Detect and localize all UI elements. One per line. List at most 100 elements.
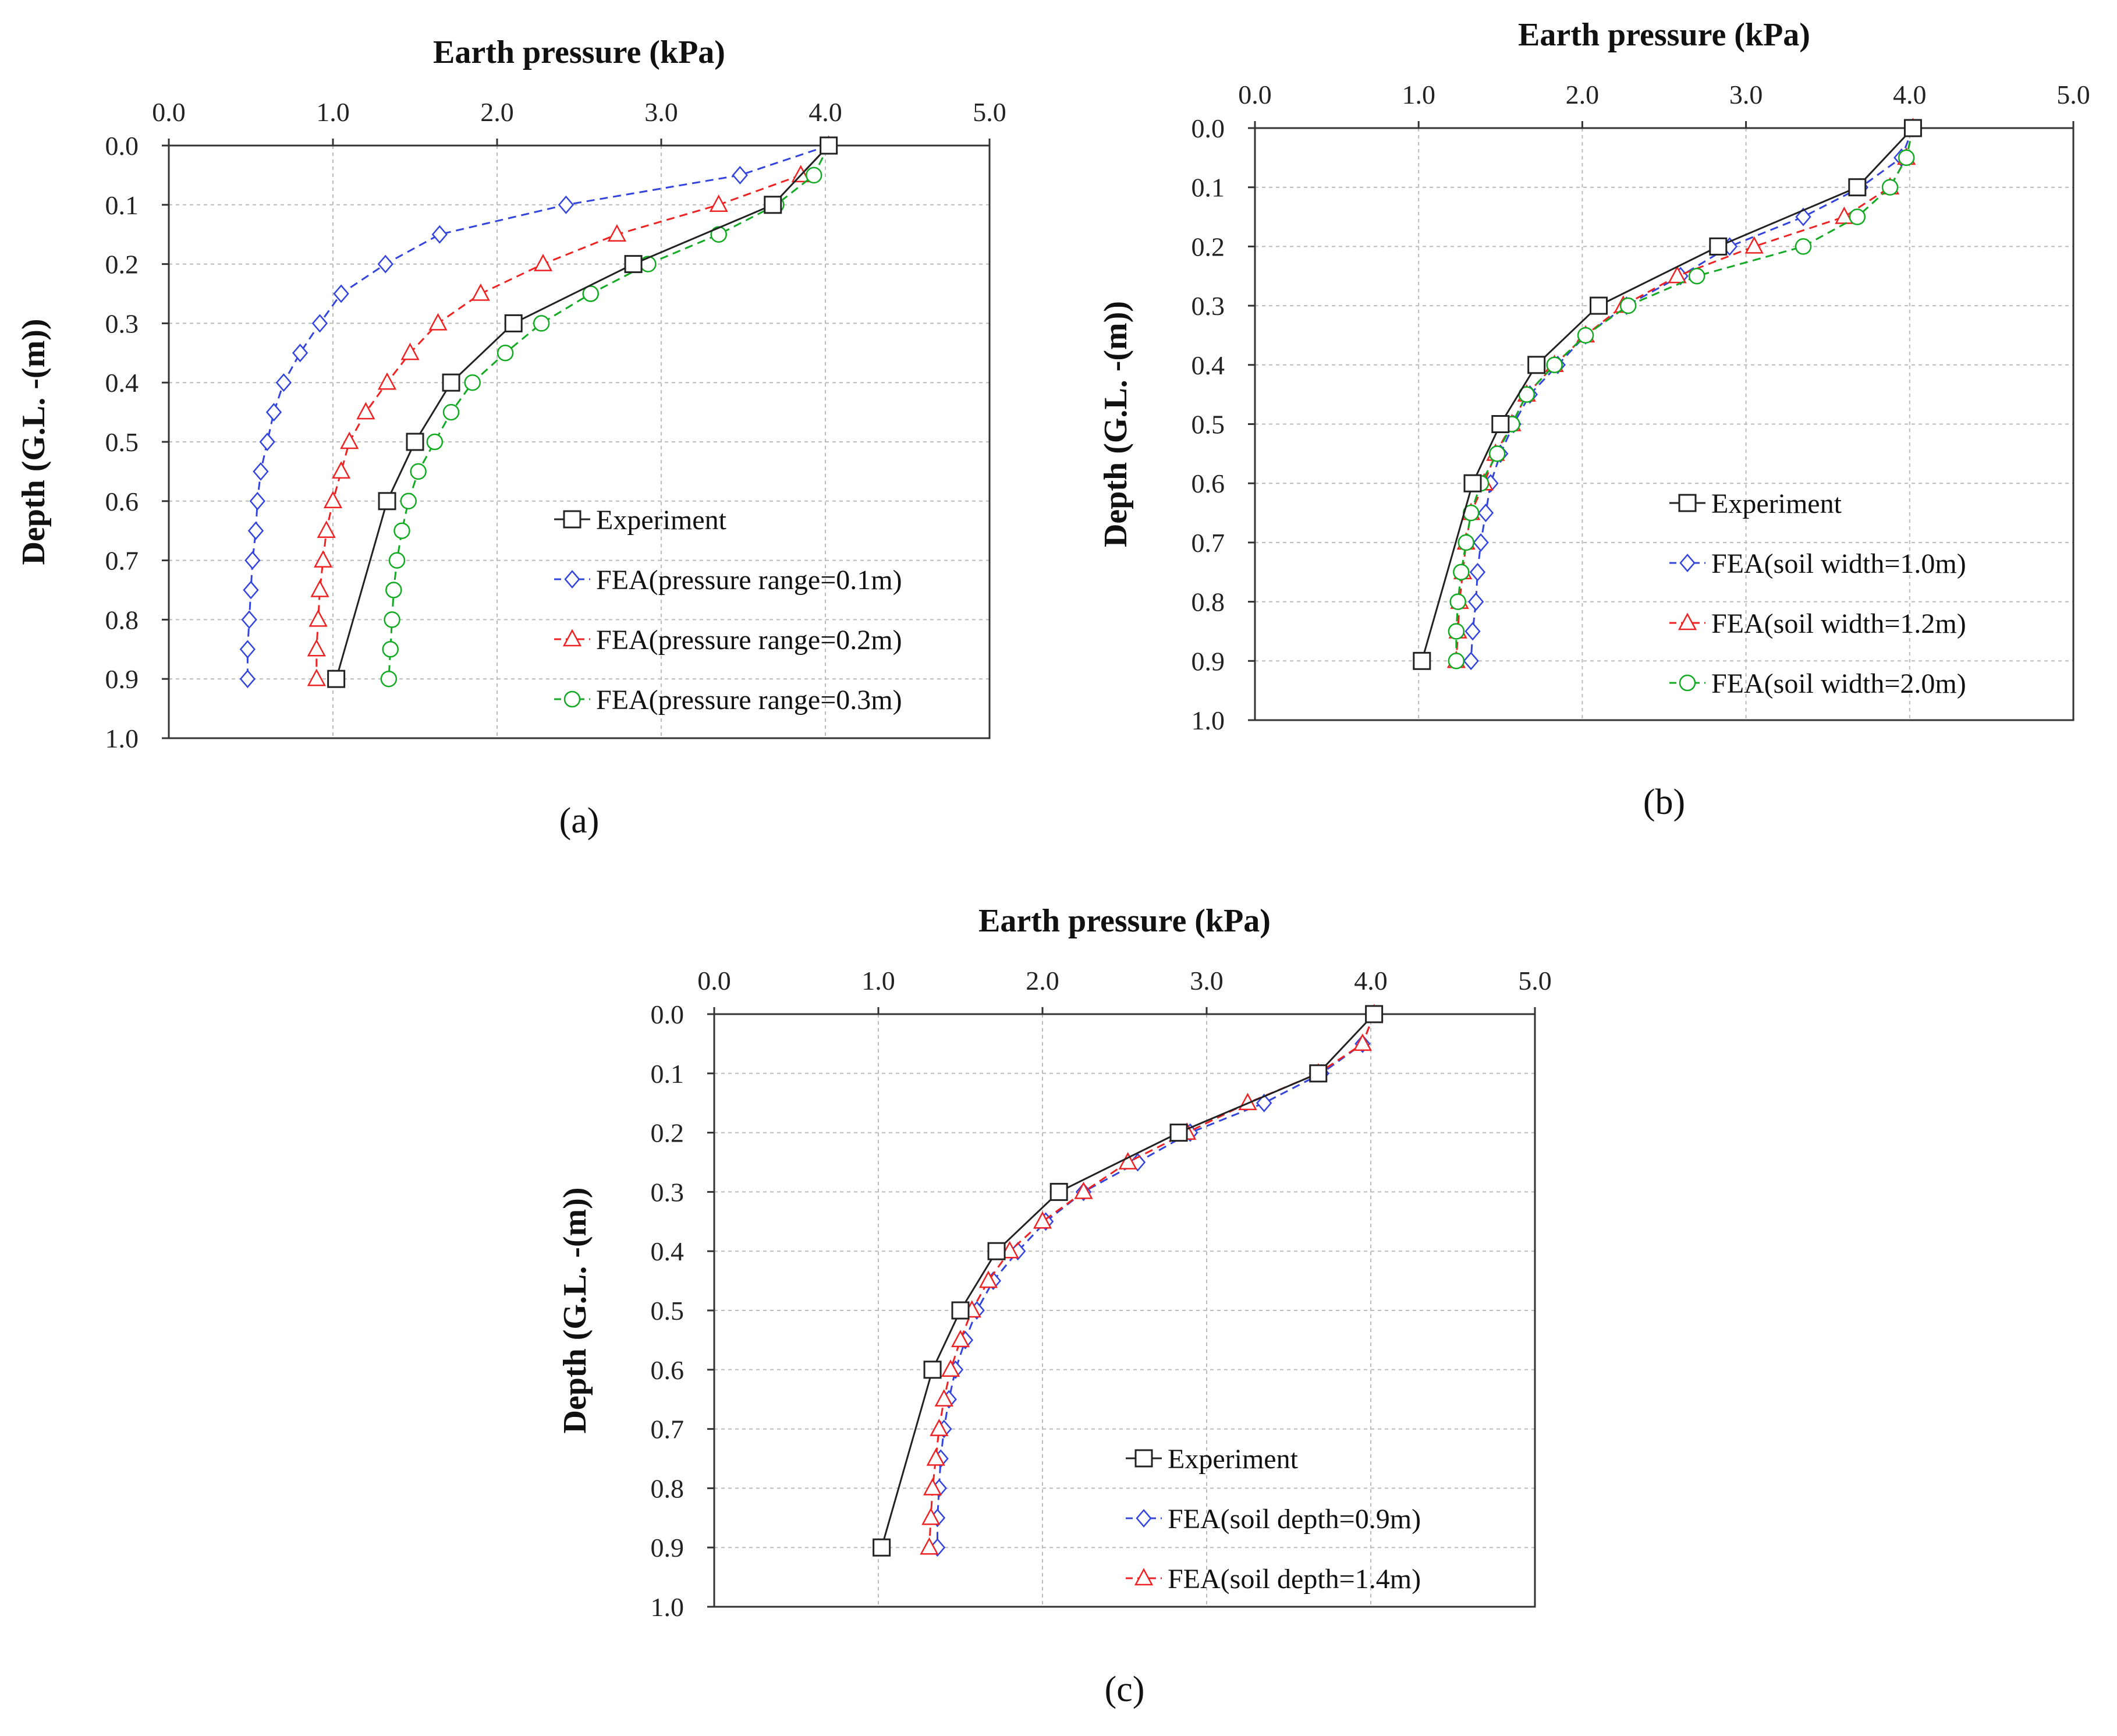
y-tick-label: 0.3 <box>1192 291 1225 321</box>
data-point <box>923 1478 942 1496</box>
data-point <box>951 1301 970 1320</box>
legend-label: FEA(soil width=1.0m) <box>1711 548 1966 579</box>
data-point <box>471 283 490 301</box>
legend-item: FEA(soil width=1.0m) <box>1669 548 1966 579</box>
x-tick-label: 4.0 <box>808 97 842 127</box>
data-point <box>1488 445 1506 462</box>
data-point <box>1577 327 1594 344</box>
data-point <box>1413 651 1431 670</box>
data-point <box>923 1361 942 1379</box>
panel-label: (c) <box>1105 1670 1145 1709</box>
data-point <box>380 670 398 688</box>
y-tick-label: 0.5 <box>651 1296 685 1326</box>
data-point <box>1477 504 1494 522</box>
data-point <box>247 521 264 540</box>
data-point <box>244 551 261 570</box>
legend-label: FEA(soil width=2.0m) <box>1711 668 1966 699</box>
data-point <box>323 491 343 509</box>
y-tick-label: 0.1 <box>1192 173 1225 203</box>
y-tick-label: 0.6 <box>651 1355 685 1385</box>
series-line <box>246 144 829 679</box>
panel-label: (a) <box>559 801 600 841</box>
y-tick-label: 0.3 <box>105 309 139 338</box>
x-tick-label: 0.0 <box>1238 80 1272 109</box>
legend-marker <box>1678 612 1697 630</box>
x-tick-label: 5.0 <box>973 97 1006 127</box>
legend-label: Experiment <box>1711 488 1842 519</box>
data-point <box>951 1330 970 1348</box>
data-point <box>504 314 523 332</box>
y-tick-label: 1.0 <box>651 1592 685 1622</box>
data-point <box>709 194 728 212</box>
legend-label: Experiment <box>596 505 727 536</box>
legend-label: FEA(soil depth=0.9m) <box>1168 1504 1421 1535</box>
data-point <box>820 136 838 155</box>
data-point <box>308 609 328 627</box>
y-tick-label: 0.4 <box>105 368 139 398</box>
data-point <box>1688 268 1705 285</box>
data-point <box>1118 1152 1137 1170</box>
series-line <box>1421 127 1914 661</box>
data-point <box>464 374 481 391</box>
y-tick-label: 0.7 <box>651 1415 685 1444</box>
data-point <box>310 579 329 597</box>
data-point <box>1458 534 1474 551</box>
x-tick-label: 0.0 <box>697 966 731 995</box>
y-tick-label: 0.5 <box>105 427 139 457</box>
legend-marker <box>563 690 581 708</box>
y-tick-label: 0.4 <box>651 1237 685 1266</box>
legend-marker <box>1679 674 1696 692</box>
data-point <box>1848 178 1867 197</box>
data-point <box>921 1507 941 1525</box>
data-point <box>934 1389 953 1406</box>
legend-marker <box>1679 554 1696 572</box>
y-tick-label: 0.6 <box>1192 469 1225 498</box>
y-tick-label: 0.3 <box>651 1177 685 1207</box>
series-diamond <box>929 1005 1382 1557</box>
data-point <box>241 610 257 629</box>
data-point <box>388 552 406 569</box>
data-point <box>1744 236 1764 254</box>
data-point <box>1668 265 1687 284</box>
data-point <box>1903 119 1922 137</box>
series-square <box>327 136 838 688</box>
data-point <box>426 433 444 451</box>
data-point <box>384 611 400 628</box>
legend-label: Experiment <box>1168 1444 1299 1475</box>
data-point <box>311 314 328 333</box>
series-line <box>937 1014 1375 1548</box>
data-point <box>356 402 375 420</box>
y-tick-label: 0.0 <box>105 131 139 161</box>
data-point <box>243 580 259 600</box>
data-point <box>1469 562 1486 582</box>
legend-marker <box>1136 1509 1152 1528</box>
data-point <box>307 639 326 657</box>
data-point <box>313 550 333 568</box>
data-point <box>732 165 749 185</box>
data-point <box>259 433 275 451</box>
x-tick-label: 3.0 <box>644 97 678 127</box>
data-point <box>431 225 448 244</box>
data-point <box>307 668 326 686</box>
data-point <box>1881 179 1899 196</box>
data-point <box>239 640 256 659</box>
data-point <box>1448 653 1465 669</box>
data-point <box>377 372 397 390</box>
legend-marker <box>1134 1568 1154 1586</box>
data-point <box>607 224 626 242</box>
data-point <box>1448 623 1465 640</box>
legend-label: FEA(pressure range=0.1m) <box>596 565 902 596</box>
data-point <box>249 491 265 511</box>
legend-item: Experiment <box>1126 1444 1299 1475</box>
data-point <box>340 431 359 449</box>
data-point <box>410 463 427 480</box>
legend-label: FEA(pressure range=0.2m) <box>596 625 902 656</box>
data-point <box>558 195 575 214</box>
chart-panel-c: 0.0 1.0 2.0 3.0 4.0 5.0 0.0 0.1 0.2 0.3 0.4 0.5 0.6 0… <box>557 903 1552 1709</box>
data-point <box>1309 1064 1328 1083</box>
legend-item: Experiment <box>554 505 727 536</box>
data-point <box>1464 622 1481 641</box>
data-point <box>400 493 417 510</box>
data-point <box>1049 1182 1068 1201</box>
y-tick-label: 0.5 <box>1192 410 1225 440</box>
